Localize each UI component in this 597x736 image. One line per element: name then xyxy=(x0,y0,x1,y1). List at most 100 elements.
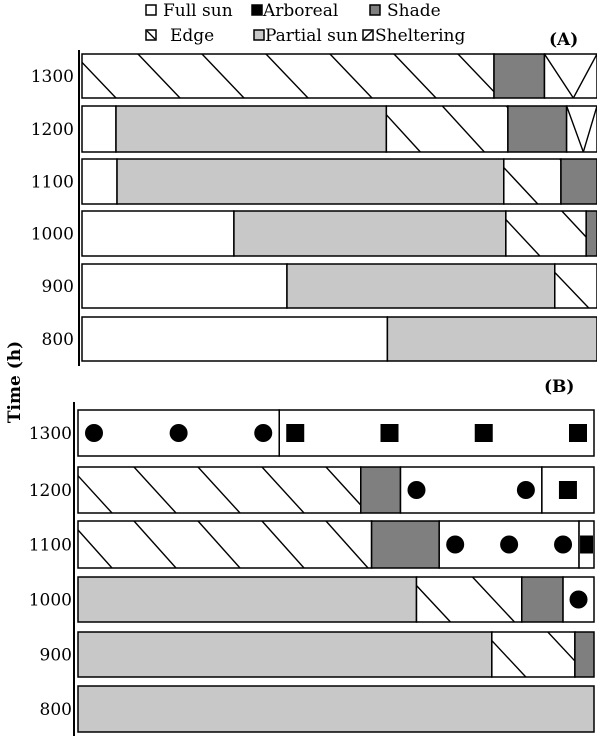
dot-marker xyxy=(554,535,573,554)
square-marker xyxy=(580,535,593,554)
bar-row-800: 800 xyxy=(40,685,595,733)
segment-full-sun-1200 xyxy=(81,105,117,153)
legend-item-arboreal: Arboreal xyxy=(251,1,338,21)
dot-marker xyxy=(407,481,426,499)
dot-marker xyxy=(85,424,103,442)
segment-full-sun-1200 xyxy=(399,466,543,514)
segment-shade-1000 xyxy=(521,576,564,623)
dot-marker xyxy=(169,424,188,442)
hatch-pattern xyxy=(503,159,561,204)
bar-segment xyxy=(415,576,523,623)
tick-label-800: 800 xyxy=(40,700,72,720)
square-marker xyxy=(569,424,587,442)
segment-edge-900 xyxy=(491,631,576,678)
tick-label-1300: 1300 xyxy=(31,67,74,87)
square-marker xyxy=(380,424,399,442)
segment-shade-1300 xyxy=(493,53,546,99)
segment-partial-sun-1000 xyxy=(233,210,507,257)
bar-segment xyxy=(370,520,440,569)
tick-label-1200: 1200 xyxy=(29,481,72,501)
segment-partial-sun-900 xyxy=(77,631,493,678)
bar-row-1100: 1100 xyxy=(31,158,597,205)
segment-shade-1200 xyxy=(507,105,568,153)
segment-full-sun-1000 xyxy=(562,576,595,623)
bar-row-1300: 1300 xyxy=(31,53,597,99)
legend-item-full-sun: Full sun xyxy=(145,1,233,21)
legend-item-shade: Shade xyxy=(369,1,441,21)
hatch-pattern xyxy=(566,106,597,152)
legend-swatch-arboreal xyxy=(251,4,263,16)
dot-marker xyxy=(254,424,273,442)
segment-edge-1000 xyxy=(415,576,523,623)
panel-a: 1300 1200 1100 1000 900 800 xyxy=(31,53,597,362)
bar-segment xyxy=(81,210,235,257)
tick-label-1000: 1000 xyxy=(31,225,74,245)
tick-label-800: 800 xyxy=(42,330,74,350)
segment-full-sun-1100 xyxy=(578,520,595,569)
legend-label-full-sun: Full sun xyxy=(163,1,233,21)
hatch-pattern xyxy=(505,211,587,256)
hatch-pattern xyxy=(386,106,508,152)
segment-shade-1100 xyxy=(370,520,440,569)
legend-swatch-partial-sun xyxy=(253,29,265,41)
bar-row-900: 900 xyxy=(42,263,597,309)
legend-item-edge: Edge xyxy=(145,26,214,46)
segment-edge-900 xyxy=(554,263,597,309)
segment-partial-sun-800 xyxy=(77,685,595,733)
bar-segment xyxy=(521,576,564,623)
panel-b: 1300 1200 1100 1000 900 800 xyxy=(29,409,595,733)
square-marker xyxy=(558,481,577,499)
dot-marker xyxy=(500,535,519,554)
bar-segment xyxy=(81,53,495,99)
segment-full-sun-800 xyxy=(81,316,389,362)
panel-label-a: (A) xyxy=(549,30,578,50)
segment-full-sun-900 xyxy=(81,263,288,309)
segment-full-sun-1300 xyxy=(77,409,280,457)
bar-segment xyxy=(543,53,597,99)
segment-full-sun-1000 xyxy=(81,210,235,257)
bar-segment xyxy=(386,316,597,362)
tick-label-1100: 1100 xyxy=(29,536,72,556)
bar-row-1000: 1000 xyxy=(29,576,595,623)
segment-full-sun-1100 xyxy=(438,520,580,569)
bar-row-800: 800 xyxy=(42,316,597,362)
bar-segment xyxy=(491,631,576,678)
hatch-pattern xyxy=(78,521,369,568)
bar-segment xyxy=(554,263,597,309)
segment-partial-sun-900 xyxy=(286,263,556,309)
bar-segment xyxy=(77,685,595,733)
legend-label-edge: Edge xyxy=(170,26,214,46)
segment-shade-1100 xyxy=(560,158,597,205)
bar-row-1200: 1200 xyxy=(29,466,595,514)
square-marker xyxy=(286,424,305,442)
bar-segment xyxy=(286,263,556,309)
segment-shade-900 xyxy=(574,631,595,678)
bar-segment xyxy=(77,576,418,623)
segment-partial-sun-800 xyxy=(386,316,597,362)
segment-partial-sun-1100 xyxy=(116,158,505,205)
hatch-pattern xyxy=(82,54,494,98)
hatch-pattern xyxy=(554,271,590,308)
segment-full-sun-1200 xyxy=(541,466,595,514)
segment-shade-1200 xyxy=(360,466,402,514)
segment-partial-sun-1200 xyxy=(115,105,388,153)
segment-edge-1000 xyxy=(505,210,587,257)
dot-marker xyxy=(516,481,535,499)
legend-label-sheltering: Sheltering xyxy=(375,26,465,46)
hatch-pattern xyxy=(416,577,516,622)
bar-segment xyxy=(560,158,597,205)
bar-segment xyxy=(81,316,389,362)
segment-edge-1300 xyxy=(81,53,495,99)
bar-segment xyxy=(565,105,597,153)
legend-swatch-shade xyxy=(369,4,381,16)
segment-partial-sun-1000 xyxy=(77,576,418,623)
bar-segment xyxy=(360,466,402,514)
bar-segment xyxy=(585,210,597,257)
tick-label-1100: 1100 xyxy=(31,173,74,193)
bar-segment xyxy=(507,105,568,153)
hatch-pattern xyxy=(78,467,361,513)
legend-label-partial-sun: Partial sun xyxy=(265,26,358,46)
legend-label-arboreal: Arboreal xyxy=(262,1,338,21)
bar-segment xyxy=(115,105,388,153)
